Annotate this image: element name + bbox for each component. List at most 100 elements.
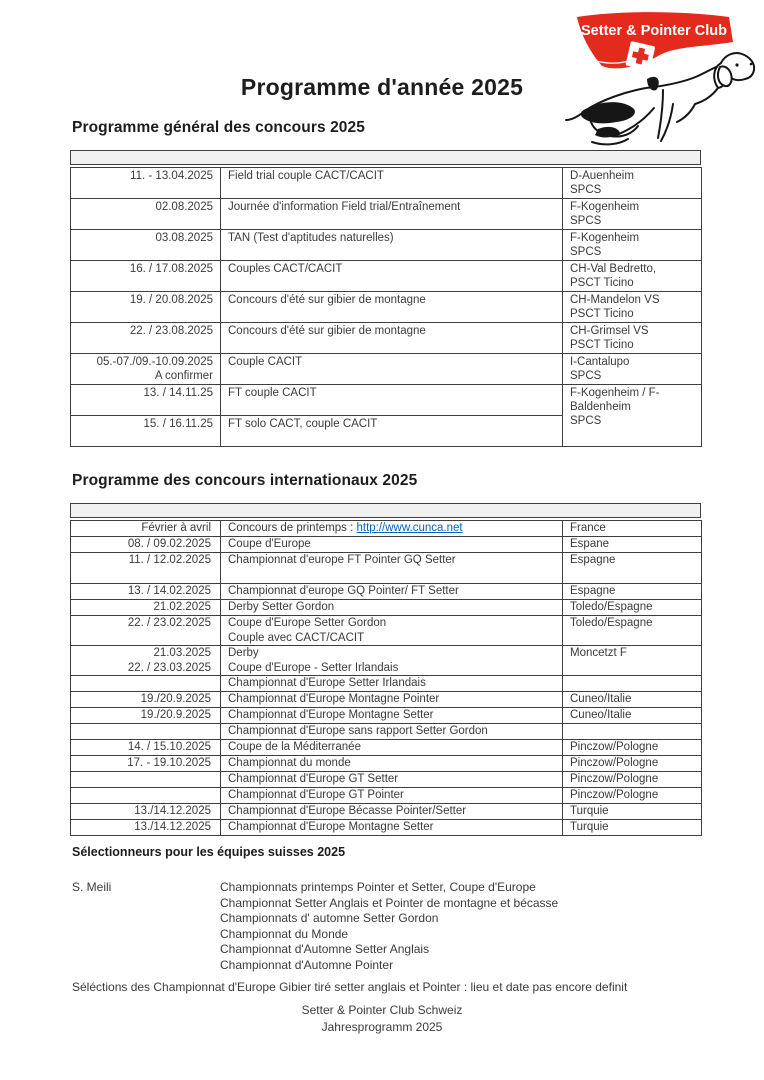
general-program-table: 11. - 13.04.2025 Field trial couple CACT… [70, 167, 702, 447]
location-cell: Pinczow/Pologne [562, 771, 702, 788]
location-cell: Turquie [562, 803, 702, 820]
section-heading-general: Programme général des concours 2025 [72, 119, 365, 136]
event-cell: Field trial couple CACT/CACIT [220, 167, 563, 199]
list-item: Championnats d' automne Setter Gordon [220, 911, 439, 925]
location-cell [562, 675, 702, 692]
location-cell: Toledo/Espagne [562, 615, 702, 646]
date-cell: 05.-07./09.-10.09.2025 A confirmer [70, 353, 221, 385]
event-cell: Coupe d'Europe Setter Gordon Couple avec… [220, 615, 563, 646]
table-header-strip [70, 503, 701, 518]
table-row: 13./14.12.2025 Championnat d'Europe Béca… [70, 803, 702, 820]
table-row: 13. / 14.11.25 FT couple CACIT F-Kogenhe… [70, 384, 702, 447]
location-cell: CH-Grimsel VS PSCT Ticino [562, 322, 702, 354]
event-cell: Championnat d'Europe sans rapport Setter… [220, 723, 563, 740]
location-cell: Pinczow/Pologne [562, 755, 702, 772]
location-cell: CH-Val Bedretto, PSCT Ticino [562, 260, 702, 292]
location-cell: Moncetzt F [562, 645, 702, 676]
table-row: 21.02.2025 Derby Setter Gordon Toledo/Es… [70, 599, 702, 616]
date-cell [70, 787, 221, 804]
list-item: Championnat d'Automne Setter Anglais [220, 942, 430, 956]
event-cell: Championnat d'Europe GT Pointer [220, 787, 563, 804]
event-cell: Championnat d'Europe Montagne Setter [220, 819, 563, 836]
location-cell: Pinczow/Pologne [562, 787, 702, 804]
event-text: Concours de printemps : [228, 522, 357, 534]
footer-club-name: Setter & Pointer Club Schweiz [301, 1003, 463, 1017]
selection-note: Séléctions des Championnat d'Europe Gibi… [72, 980, 628, 994]
club-logo: Setter & Pointer Club [565, 12, 756, 146]
table-row: 13. / 14.02.2025 Championnat d'europe GQ… [70, 583, 702, 600]
list-item: Championnat Setter Anglais et Pointer de… [220, 895, 559, 910]
date-cell: 13./14.12.2025 [70, 819, 221, 836]
table-row: 11. - 13.04.2025 Field trial couple CACT… [70, 167, 702, 199]
location-cell: Pinczow/Pologne [562, 739, 702, 756]
location-cell: F-Kogenheim SPCS [562, 198, 702, 230]
date-cell: 13. / 14.11.25 [70, 384, 221, 416]
date-cell [70, 675, 221, 692]
event-cell: TAN (Test d'aptitudes naturelles) [220, 229, 563, 261]
cunca-link[interactable]: http://www.cunca.net [356, 522, 463, 534]
selectors-heading: Sélectionneurs pour les équipes suisses … [72, 845, 346, 859]
location-cell: D-Auenheim SPCS [562, 167, 702, 199]
list-item: Championnat du Monde [220, 926, 349, 941]
location-cell: Espagne [562, 583, 702, 600]
selector-championships-list: Championnats printemps Pointer et Setter… [220, 880, 558, 973]
event-cell: Journée d'information Field trial/Entraî… [220, 198, 563, 230]
table-row: Championnat d'Europe GT Pointer Pinczow/… [70, 787, 702, 804]
event-cell: Concours d'été sur gibier de montagne [220, 291, 563, 323]
date-cell: 13./14.12.2025 [70, 803, 221, 820]
table-row: 02.08.2025 Journée d'information Field t… [70, 198, 702, 230]
location-cell: F-Kogenheim SPCS [562, 229, 702, 261]
dog-illustration [565, 52, 756, 146]
selector-name: S. Meili [72, 880, 112, 894]
table-row: 22. / 23.02.2025 Coupe d'Europe Setter G… [70, 615, 702, 646]
table-row: 15. / 16.11.25 FT solo CACT, couple CACI… [70, 415, 702, 447]
date-cell: 19./20.9.2025 [70, 707, 221, 724]
date-cell: 21.02.2025 [70, 599, 221, 616]
date-cell: 15. / 16.11.25 [70, 415, 221, 447]
event-cell: Concours de printemps : http://www.cunca… [220, 520, 563, 537]
footer-program-name: Jahresprogramm 2025 [321, 1020, 443, 1034]
date-cell: 19. / 20.08.2025 [70, 291, 221, 323]
event-cell: Concours d'été sur gibier de montagne [220, 322, 563, 354]
section-heading-international: Programme des concours internationaux 20… [72, 472, 418, 489]
location-cell [562, 723, 702, 740]
event-cell: Derby Coupe d'Europe - Setter Irlandais [220, 645, 563, 676]
event-cell: Championnat d'europe FT Pointer GQ Sette… [220, 552, 563, 584]
date-cell: 21.03.2025 22. / 23.03.2025 [70, 645, 221, 676]
event-cell: Championnat du monde [220, 755, 563, 772]
event-cell: Couples CACT/CACIT [220, 260, 563, 292]
date-cell: 11. - 13.04.2025 [70, 167, 221, 199]
date-cell: 02.08.2025 [70, 198, 221, 230]
location-cell: Toledo/Espagne [562, 599, 702, 616]
table-row: 16. / 17.08.2025 Couples CACT/CACIT CH-V… [70, 260, 702, 292]
location-cell: F-Kogenheim / F-Baldenheim SPCS [562, 384, 702, 447]
flag-banner [577, 12, 733, 69]
date-cell: 22. / 23.08.2025 [70, 322, 221, 354]
event-cell: FT solo CACT, couple CACIT [220, 415, 563, 447]
logo-banner-text: Setter & Pointer Club [581, 23, 727, 39]
table-row: 19. / 20.08.2025 Concours d'été sur gibi… [70, 291, 702, 323]
table-row: 17. - 19.10.2025 Championnat du monde Pi… [70, 755, 702, 772]
table-row: 19./20.9.2025 Championnat d'Europe Monta… [70, 691, 702, 708]
date-cell: Février à avril [70, 520, 221, 537]
event-cell: Championnat d'Europe Montagne Pointer [220, 691, 563, 708]
date-cell: 08. / 09.02.2025 [70, 536, 221, 553]
date-cell: 14. / 15.10.2025 [70, 739, 221, 756]
table-row: 03.08.2025 TAN (Test d'aptitudes naturel… [70, 229, 702, 261]
date-cell [70, 771, 221, 788]
table-row: Championnat d'Europe GT Setter Pinczow/P… [70, 771, 702, 788]
date-cell: 13. / 14.02.2025 [70, 583, 221, 600]
list-item: Championnats printemps Pointer et Setter… [220, 880, 536, 894]
date-cell: 17. - 19.10.2025 [70, 755, 221, 772]
location-cell: Espagne [562, 552, 702, 584]
event-cell: Championnat d'Europe Bécasse Pointer/Set… [220, 803, 563, 820]
table-row: 08. / 09.02.2025 Coupe d'Europe Espane [70, 536, 702, 553]
table-row: 22. / 23.08.2025 Concours d'été sur gibi… [70, 322, 702, 354]
page-footer: Setter & Pointer Club Schweiz Jahresprog… [0, 1002, 764, 1036]
table-row: 21.03.2025 22. / 23.03.2025 Derby Coupe … [70, 645, 702, 676]
location-cell: Cuneo/Italie [562, 707, 702, 724]
page-title: Programme d'année 2025 [240, 74, 524, 100]
event-cell: Championnat d'Europe GT Setter [220, 771, 563, 788]
table-row: Championnat d'Europe sans rapport Setter… [70, 723, 702, 740]
